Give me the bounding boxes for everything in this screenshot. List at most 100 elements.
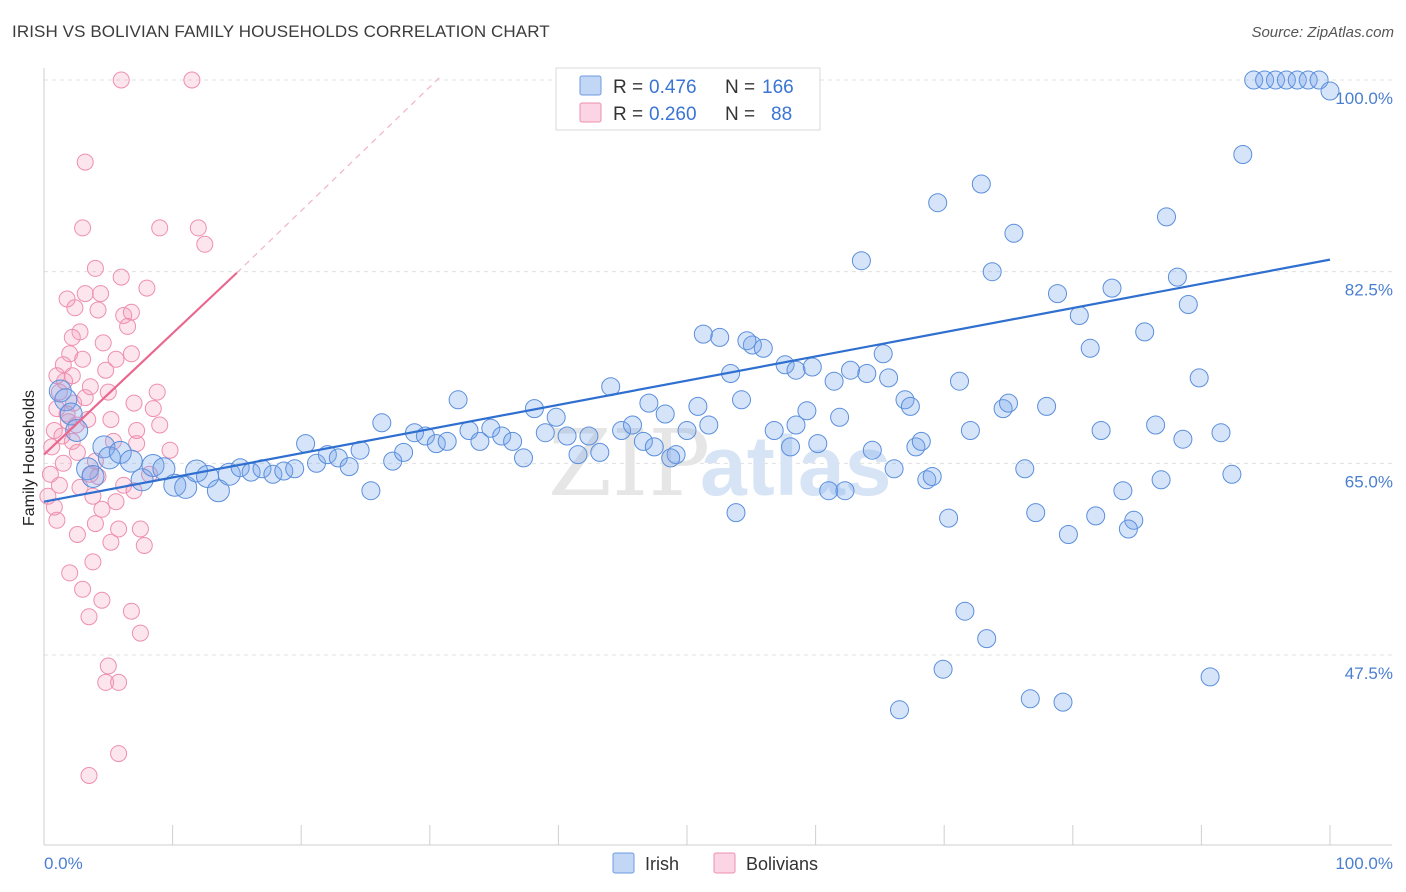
y-tick-label: 82.5% xyxy=(1345,281,1393,300)
watermark-atlas: atlas xyxy=(700,419,891,513)
irish-point xyxy=(900,396,920,416)
irish-point xyxy=(1287,70,1307,90)
bolivians-point xyxy=(138,279,156,297)
chart-source: Source: ZipAtlas.com xyxy=(1251,24,1394,41)
irish-point xyxy=(797,401,817,421)
irish-point xyxy=(514,448,533,468)
irish-point xyxy=(1266,70,1285,90)
stats-legend: R = 0.476 N = 166 R = 0.260 N = 88 xyxy=(555,67,821,131)
legend-irish-swatch xyxy=(579,75,602,96)
bolivians-point xyxy=(80,767,98,784)
bolivians-point xyxy=(97,673,115,691)
irish-point xyxy=(971,174,991,194)
x-tick-label: 100.0% xyxy=(1335,854,1393,873)
bolivians-point xyxy=(74,580,92,598)
irish-point xyxy=(1037,396,1057,416)
irish-point xyxy=(655,404,675,424)
bolivians-point xyxy=(102,411,120,428)
irish-point xyxy=(1004,223,1024,243)
bottom-legend-bolivians-swatch xyxy=(713,852,736,874)
bolivians-point xyxy=(131,520,149,538)
legend-irish-r-label: R = xyxy=(613,77,643,98)
irish-point xyxy=(677,421,697,440)
irish-point xyxy=(808,434,828,454)
bolivians-point xyxy=(112,268,130,286)
irish-point xyxy=(841,360,860,380)
irish-point xyxy=(1113,481,1133,501)
irish-point xyxy=(557,426,577,446)
bolivians-point xyxy=(119,317,137,335)
irish-point xyxy=(296,434,316,454)
bolivians-point xyxy=(84,553,102,571)
x-tick-label: 0.0% xyxy=(44,854,83,873)
irish-point xyxy=(786,415,806,435)
bolivians-point xyxy=(131,624,149,642)
irish-point xyxy=(710,327,730,347)
irish-point xyxy=(1244,70,1264,90)
irish-point xyxy=(503,431,523,451)
irish-point xyxy=(950,371,969,391)
bolivians-point xyxy=(41,465,59,483)
bolivians-point xyxy=(93,500,111,518)
bolivians-point xyxy=(61,345,79,363)
irish-points xyxy=(48,70,1340,720)
bolivians-point xyxy=(122,602,140,620)
bolivians-points xyxy=(39,71,214,784)
bolivians-point xyxy=(112,71,130,89)
irish-point xyxy=(688,396,708,416)
bolivians-point xyxy=(122,345,140,363)
bolivians-point xyxy=(54,454,72,472)
bottom-legend-irish-swatch xyxy=(612,852,635,874)
legend-bolivians-swatch xyxy=(579,102,602,123)
irish-point xyxy=(999,393,1018,413)
irish-point xyxy=(1069,306,1089,325)
irish-point xyxy=(802,357,822,377)
irish-point xyxy=(54,388,78,412)
legend-bolivians-r-label: R = xyxy=(613,104,643,125)
irish-point xyxy=(922,467,942,486)
irish-point xyxy=(1320,81,1340,101)
bolivians-point xyxy=(128,422,146,439)
irish-point xyxy=(1200,667,1220,687)
bolivians-point xyxy=(99,383,117,401)
bolivians-point xyxy=(183,71,201,89)
irish-point xyxy=(394,442,414,462)
irish-point xyxy=(890,700,909,720)
bolivians-point xyxy=(74,350,92,368)
irish-point xyxy=(546,407,566,427)
irish-point xyxy=(1222,464,1242,484)
irish-trend-line xyxy=(43,258,1331,503)
irish-point xyxy=(644,437,664,457)
chart-title: IRISH VS BOLIVIAN FAMILY HOUSEHOLDS CORR… xyxy=(12,22,550,41)
irish-point xyxy=(1211,423,1231,443)
irish-point xyxy=(824,371,844,391)
irish-point xyxy=(590,442,610,462)
irish-point xyxy=(661,448,681,468)
y-tick-label: 47.5% xyxy=(1345,664,1393,683)
irish-point xyxy=(939,508,959,528)
irish-point xyxy=(699,415,719,435)
irish-point xyxy=(830,407,850,427)
irish-point xyxy=(119,449,143,473)
irish-point xyxy=(1118,519,1138,539)
irish-point xyxy=(693,324,713,344)
irish-point xyxy=(633,431,653,451)
grid-lines xyxy=(44,79,1392,656)
irish-point xyxy=(873,344,893,364)
axes xyxy=(43,68,1392,846)
bolivians-point xyxy=(89,301,107,319)
bolivians-point xyxy=(110,673,128,691)
irish-point xyxy=(1048,284,1067,304)
y-tick-label: 100.0% xyxy=(1335,89,1393,108)
bolivians-point xyxy=(135,537,153,554)
irish-point xyxy=(1102,278,1122,298)
irish-point xyxy=(1091,421,1111,440)
bolivians-point xyxy=(107,350,125,368)
irish-point xyxy=(1276,70,1296,90)
irish-point xyxy=(928,193,948,213)
bolivians-point xyxy=(81,378,99,396)
bolivians-point xyxy=(110,520,128,538)
irish-point xyxy=(917,470,937,490)
legend-bolivians-n-label: N = xyxy=(725,104,755,125)
